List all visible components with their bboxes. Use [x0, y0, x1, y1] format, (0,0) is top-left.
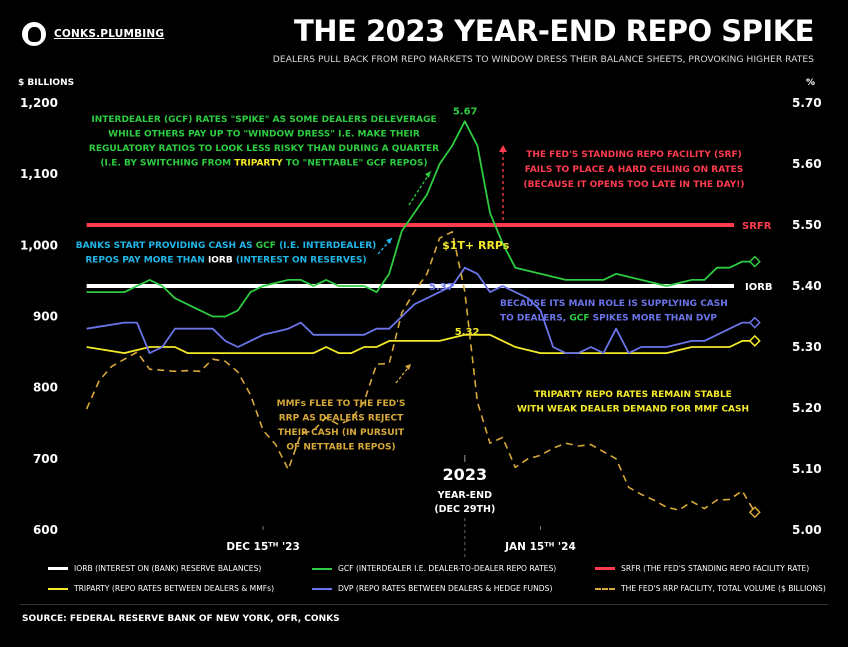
annotation-banks-line-0-2: (I.E. INTERDEALER)	[276, 241, 376, 251]
y-right-tick-5.10: 5.10	[792, 462, 822, 476]
triparty-peak-label: 5.32	[455, 327, 480, 338]
annotation-mmfs-line-3-0: OF NETTABLE REPOS)	[286, 443, 395, 453]
rrp-series-line	[85, 231, 756, 513]
legend-item-srfr: SRFR (THE FED'S STANDING REPO FACILITY R…	[595, 564, 809, 573]
repo-rates-chart: 1,200 1,100 1,000 900 800 700 600 5.70 5.60 5.50 5…	[20, 96, 822, 560]
annotation-dvp-line-0-0: BECAUSE ITS MAIN ROLE IS SUPPLYING CASH	[500, 299, 728, 309]
y-left-tick-800: 800	[33, 381, 58, 395]
gcf-peak-label: 5.67	[453, 106, 478, 117]
annotation-banks-line-1-2: (INTEREST ON RESERVES)	[233, 256, 367, 266]
annotation-banks-line-0-0: BANKS START PROVIDING CASH AS	[76, 241, 256, 251]
annotation-dvp: BECAUSE ITS MAIN ROLE IS SUPPLYING CASH T…	[500, 299, 728, 324]
annotation-banks: BANKS START PROVIDING CASH AS GCF (I.E. …	[76, 241, 377, 266]
brand: CONKS.PLUMBING	[22, 22, 164, 46]
y-right-tick-5.20: 5.20	[792, 401, 822, 415]
annotation-gcf-arrow	[408, 170, 432, 206]
source-note: SOURCE: FEDERAL RESERVE BANK OF NEW YORK…	[22, 614, 340, 624]
right-axis-unit: %	[806, 78, 816, 88]
annotation-gcf-spike-line-0-0: INTERDEALER (GCF) RATES "SPIKE" AS SOME …	[91, 115, 436, 125]
rrp-peak-label: $1T+ RRPs	[442, 239, 510, 252]
annotation-gcf-spike-line-3-2: TO "NETTABLE" GCF REPOS)	[283, 159, 428, 169]
y-left-tick-1200: 1,200	[20, 96, 58, 110]
annotation-gcf-spike-line-3-1: TRIPARTY	[234, 159, 283, 169]
legend-item-rrp: THE FED'S RRP FACILITY, TOTAL VOLUME ($ …	[595, 584, 826, 593]
annotation-mmfs-line-2-0: THEIR CASH (IN PURSUIT	[278, 428, 405, 438]
y-left-tick-1000: 1,000	[20, 238, 58, 252]
annotation-triparty-line-0-0: TRIPARTY REPO RATES REMAIN STABLE	[534, 390, 732, 400]
legend-item-gcf: GCF (INTERDEALER I.E. DEALER-TO-DEALER R…	[312, 564, 556, 573]
y-right-tick-5.40: 5.40	[792, 279, 822, 293]
dvp-series-line	[86, 266, 755, 354]
brand-name[interactable]: CONKS.PLUMBING	[54, 28, 165, 40]
legend-label-gcf: GCF (INTERDEALER I.E. DEALER-TO-DEALER R…	[338, 564, 557, 573]
annotation-mmfs-line-0-0: MMFs FLEE TO THE FED'S	[277, 399, 406, 409]
annotation-banks-line-1-1: IORB	[208, 256, 233, 266]
legend-swatch-dvp	[312, 587, 332, 590]
legend-swatch-gcf	[312, 567, 332, 570]
annotation-srf-line-0-0: THE FED'S STANDING REPO FACILITY (SRF)	[526, 150, 742, 160]
iorb-line-label: IORB	[745, 282, 773, 293]
annotation-mmfs-arrowhead	[405, 364, 411, 370]
gcf-end-marker	[748, 255, 761, 268]
annotation-gcf-spike-line-2-0: REGULATORY RATIOS TO LOOK LESS RISKY THA…	[89, 144, 439, 154]
annotation-banks-arrowhead	[386, 238, 392, 244]
legend-item-dvp: DVP (REPO RATES BETWEEN DEALERS & HEDGE …	[312, 584, 552, 593]
year-end-line1: YEAR-END	[437, 490, 492, 501]
legend-swatch-rrp	[595, 587, 615, 590]
left-axis-unit: $ BILLIONS	[18, 78, 75, 88]
annotation-mmfs: MMFs FLEE TO THE FED'S RRP AS DEALERS REJ…	[277, 399, 406, 453]
annotation-triparty-line-1-0: WITH WEAK DEALER DEMAND FOR MMF CASH	[517, 405, 749, 415]
annotation-banks-line-1-0: REPOS PAY MORE THAN	[85, 256, 208, 266]
annotation-dvp-line-1-2: SPIKES MORE THAN DVP	[590, 314, 718, 324]
y-right-tick-5.00: 5.00	[792, 523, 822, 537]
annotation-gcf-spike: INTERDEALER (GCF) RATES "SPIKE" AS SOME …	[89, 115, 439, 169]
annotation-gcf-spike-line-3-0: (I.E. BY SWITCHING FROM	[100, 159, 234, 169]
annotation-gcf-arrowhead	[425, 171, 431, 178]
legend-item-iorb: IORB (INTEREST ON (BANK) RESERVE BALANCE…	[48, 564, 261, 573]
legend-swatch-iorb	[48, 567, 68, 570]
dvp-peak-label: 5.37	[429, 282, 454, 293]
x-tick-label-0: DEC 15ᵀᴴ '23	[226, 541, 299, 553]
y-right-tick-5.30: 5.30	[792, 340, 822, 354]
year-end-title: 2023	[443, 465, 488, 484]
annotation-dvp-line-1-0: TO DEALERS,	[500, 314, 569, 324]
y-left-tick-700: 700	[33, 452, 58, 466]
dvp-end-marker	[748, 316, 761, 329]
year-end-line2: (DEC 29TH)	[434, 504, 495, 515]
legend-label-triparty: TRIPARTY (REPO RATES BETWEEN DEALERS & M…	[74, 584, 275, 593]
y-right-tick-5.60: 5.60	[792, 157, 822, 171]
y-right-tick-5.50: 5.50	[792, 218, 822, 232]
legend-label-rrp: THE FED'S RRP FACILITY, TOTAL VOLUME ($ …	[621, 584, 826, 593]
legend-label-iorb: IORB (INTEREST ON (BANK) RESERVE BALANCE…	[74, 564, 262, 573]
annotation-srf-arrowhead	[499, 145, 507, 152]
srfr-line-label: SRFR	[742, 221, 772, 232]
annotation-dvp-line-1-1: GCF	[569, 314, 589, 324]
triparty-series-line	[86, 333, 755, 354]
rrp-end-marker	[748, 506, 761, 519]
chart-subtitle: DEALERS PULL BACK FROM REPO MARKETS TO W…	[272, 54, 814, 65]
triparty-end-marker	[748, 334, 761, 347]
x-tick-label-1: JAN 15ᵀᴴ '24	[504, 541, 576, 553]
legend-swatch-triparty	[48, 587, 68, 590]
annotation-gcf-spike-line-1-0: WHILE OTHERS PAY UP TO "WINDOW DRESS" I.…	[108, 130, 420, 140]
footer-divider	[20, 604, 828, 605]
y-left-tick-900: 900	[33, 310, 58, 324]
y-right-tick-5.70: 5.70	[792, 96, 822, 110]
legend: IORB (INTEREST ON (BANK) RESERVE BALANCE…	[20, 562, 830, 598]
annotation-srf: THE FED'S STANDING REPO FACILITY (SRF) FA…	[524, 150, 745, 190]
legend-label-dvp: DVP (REPO RATES BETWEEN DEALERS & HEDGE …	[338, 584, 553, 593]
legend-label-srfr: SRFR (THE FED'S STANDING REPO FACILITY R…	[621, 564, 810, 573]
gcf-series-line	[86, 120, 755, 318]
chart-title: THE 2023 YEAR-END REPO SPIKE	[294, 14, 815, 48]
y-left-tick-600: 600	[33, 523, 58, 537]
annotation-banks-line-0-1: GCF	[256, 241, 276, 251]
legend-item-triparty: TRIPARTY (REPO RATES BETWEEN DEALERS & M…	[48, 584, 274, 593]
annotation-mmfs-line-1-0: RRP AS DEALERS REJECT	[279, 414, 404, 424]
annotation-triparty: TRIPARTY REPO RATES REMAIN STABLE WITH WE…	[517, 390, 749, 415]
legend-swatch-srfr	[595, 567, 615, 570]
y-left-tick-1100: 1,100	[20, 167, 58, 181]
annotation-srf-line-2-0: (BECAUSE IT OPENS TOO LATE IN THE DAY!)	[524, 180, 745, 190]
brand-logo-icon	[22, 22, 46, 46]
annotation-srf-line-1-0: FAILS TO PLACE A HARD CEILING ON RATES	[525, 165, 744, 175]
